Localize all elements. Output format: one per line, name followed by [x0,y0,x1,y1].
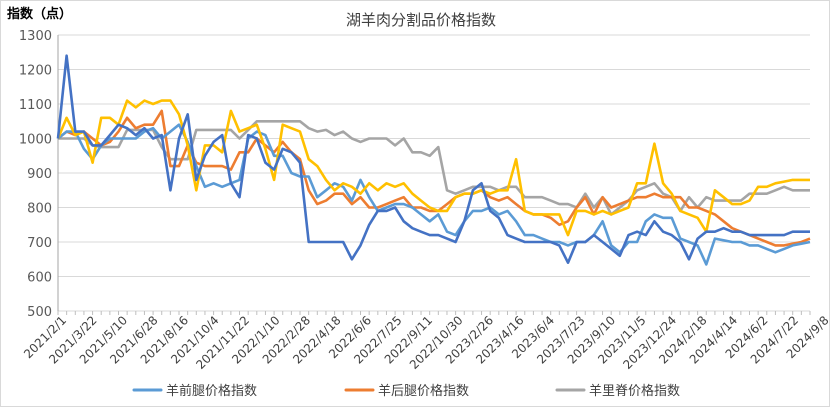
y-tick-label: 900 [27,167,52,182]
y-tick-label: 1200 [19,64,52,79]
y-tick-label: 1100 [19,98,52,113]
series-line-1 [57,123,811,266]
y-axis-label: 指数（点） [7,6,72,22]
series-line-4 [56,54,810,264]
x-axis [57,311,811,315]
legend-item: 羊前腿价格指数 [132,383,257,399]
series-line-3 [58,120,810,216]
y-tick-label: 800 [27,202,52,217]
chart-title: 湖羊肉分割品价格指数 [346,11,496,29]
y-tick-label: 600 [27,271,52,286]
y-tick-label: 1300 [19,29,52,44]
legend-label: 羊前腿价格指数 [166,383,257,399]
gridlines [57,34,810,312]
legend-label: 羊里脊价格指数 [589,383,680,399]
y-tick-label: 500 [27,305,52,320]
series-line-2 [57,109,811,247]
legend-item: 羊里脊价格指数 [555,383,680,399]
x-axis-tick-labels: 2021/2/12021/3/222021/5/102021/6/282021/… [21,313,829,372]
series-lines [56,54,811,266]
y-axis-tick-labels: 500 600 700 800 900 1000 1100 1200 1300 [19,29,52,320]
legend: 羊前腿价格指数 羊后腿价格指数 羊里脊价格指数 [132,383,680,399]
y-tick-label: 700 [27,236,52,251]
series-line-5 [56,99,810,237]
legend-label: 羊后腿价格指数 [378,383,469,399]
y-tick-label: 1000 [19,133,52,148]
legend-item: 羊后腿价格指数 [344,383,469,399]
